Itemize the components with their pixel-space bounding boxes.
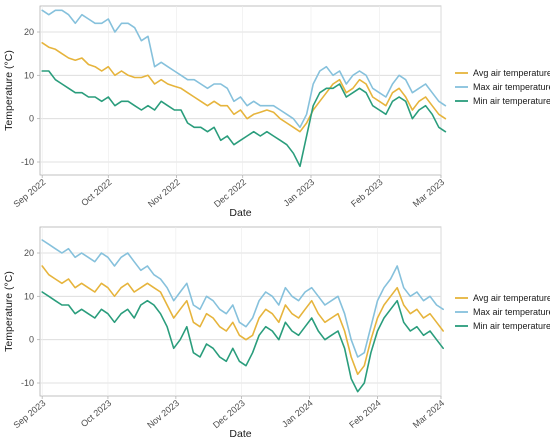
x-tick-label: Sep 2023 [12, 398, 48, 430]
x-tick-label: Nov 2022 [146, 177, 182, 209]
series-line-min [41, 70, 447, 168]
x-axis-label: Date [229, 428, 251, 440]
x-axis-label: Date [229, 207, 251, 219]
x-tick-label: Sep 2022 [12, 177, 48, 209]
series-line-max [41, 239, 445, 358]
y-axis-label: Temperature (°C) [3, 271, 15, 352]
legend-label-min: Min air temperature [473, 321, 550, 331]
chart-panel-bottom: -10 0 10 20 Sep 2023 Oct 2023 Nov 2023 Dec 2023… [0, 221, 550, 442]
x-tick-label: Oct 2023 [79, 398, 113, 429]
legend-label-max: Max air temperature [473, 82, 550, 92]
series-line-max [41, 9, 447, 129]
y-axis-label: Temperature (°C) [3, 50, 15, 131]
y-tick-label: 10 [24, 70, 34, 80]
series-line-min [41, 291, 445, 393]
x-tick-label: Dec 2023 [211, 398, 247, 430]
y-tick-label: 0 [29, 114, 34, 124]
x-tick-label: Dec 2022 [212, 177, 248, 209]
y-tick-label: 0 [29, 335, 34, 345]
x-tick-label: Jan 2023 [281, 177, 316, 208]
gridlines [40, 227, 442, 396]
chart-svg-bottom: -10 0 10 20 Sep 2023 Oct 2023 Nov 2023 Dec 2023… [3, 226, 550, 440]
x-tick-label: Mar 2023 [411, 177, 447, 209]
chart-panel-top: -10 0 10 20 Sep 2022 Oct 2022 Nov 2022 Dec 2022… [3, 5, 550, 219]
x-tick-label: Nov 2023 [145, 398, 181, 430]
x-tick-label: Feb 2023 [349, 177, 385, 209]
y-tick-label: -10 [21, 378, 34, 388]
x-tick-label: Feb 2024 [347, 398, 383, 430]
legend-label-max: Max air temperature [473, 307, 550, 317]
legend-label-min: Min air temperature [473, 96, 550, 106]
legend-label-avg: Avg air temperature [473, 293, 550, 303]
y-tick-label: -10 [21, 157, 34, 167]
series-line-avg [41, 265, 445, 376]
x-tick-label: Mar 2024 [411, 398, 447, 430]
legend-label-avg: Avg air temperature [473, 68, 550, 78]
y-tick-label: 20 [24, 27, 34, 37]
gridlines [40, 6, 442, 175]
series-line-avg [41, 41, 447, 133]
x-tick-label: Oct 2022 [79, 177, 113, 208]
y-tick-label: 20 [24, 248, 34, 258]
y-tick-label: 10 [24, 291, 34, 301]
x-tick-label: Jan 2024 [280, 398, 315, 429]
chart-svg-top: -10 0 10 20 Sep 2022 Oct 2022 Nov 2022 Dec 2022… [3, 5, 550, 219]
plot-area [39, 5, 442, 176]
